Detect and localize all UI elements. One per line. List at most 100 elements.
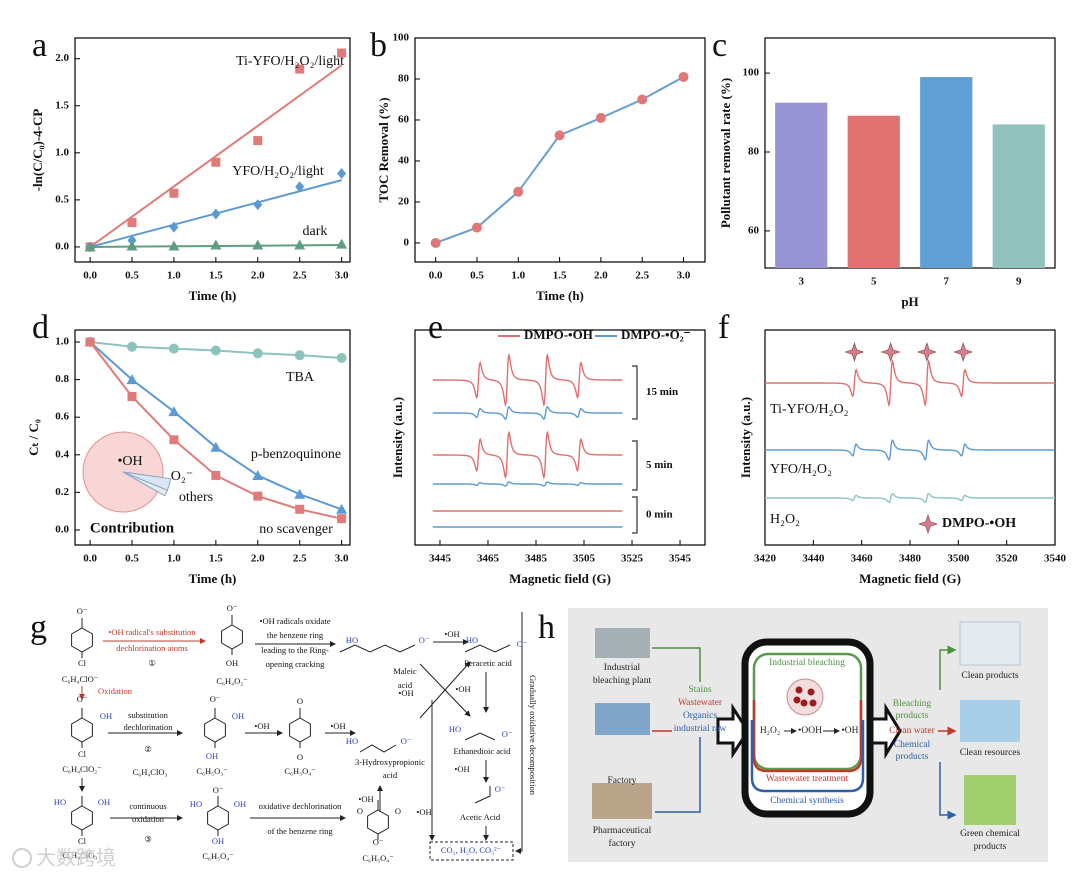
chain bbox=[359, 744, 397, 753]
scheme-text: HO bbox=[466, 635, 478, 645]
scheme-text: dechlorination atoms bbox=[116, 643, 188, 653]
y-tick-label: 20 bbox=[398, 195, 410, 207]
group-label: 0 min bbox=[646, 509, 673, 521]
panel-label: g bbox=[30, 609, 47, 646]
scheme-text: OH bbox=[234, 799, 246, 809]
series-label: H₂O₂ bbox=[770, 512, 800, 527]
x-tick-label: 3.0 bbox=[335, 270, 349, 282]
scheme-text: O⁻ bbox=[419, 635, 430, 645]
scheme-text: HO bbox=[190, 799, 202, 809]
panel-label: b bbox=[370, 27, 387, 64]
scheme-text: of the benzene ring bbox=[267, 826, 333, 836]
x-tick-label: 9 bbox=[1016, 276, 1022, 288]
panel-label: h bbox=[538, 609, 555, 646]
marker bbox=[168, 343, 179, 354]
process-text: factory bbox=[609, 838, 636, 849]
y-tick-label: 80 bbox=[748, 146, 760, 158]
panel-label: f bbox=[718, 309, 730, 346]
scheme-text: continuous bbox=[129, 801, 166, 811]
series-label: YFO/H₂O₂/light bbox=[232, 164, 324, 179]
y-axis-label: Pollutant removal rate (%) bbox=[718, 78, 733, 228]
scheme-text: O⁻ bbox=[502, 729, 513, 739]
bar bbox=[992, 124, 1045, 268]
scheme-text: Oxidation bbox=[98, 686, 133, 696]
group-label: 5 min bbox=[646, 459, 673, 471]
marker bbox=[127, 217, 137, 227]
legend-label: DMPO-•OH bbox=[524, 327, 593, 342]
plot-frame bbox=[414, 329, 706, 546]
marker bbox=[210, 239, 222, 250]
scheme-text: Acetic Acid bbox=[460, 812, 501, 822]
synth-loop bbox=[750, 720, 865, 793]
flow-line bbox=[655, 737, 701, 813]
scheme-text: C₆H₅O₃⁻ bbox=[196, 766, 228, 776]
marker bbox=[678, 71, 689, 82]
panel-label: d bbox=[32, 309, 49, 346]
y-tick-label: 1.0 bbox=[55, 336, 69, 348]
plot-frame bbox=[74, 37, 351, 263]
y-tick-label: 60 bbox=[748, 224, 760, 236]
x-tick-label: 3525 bbox=[621, 553, 644, 565]
x-tick-label: 1.0 bbox=[167, 270, 181, 282]
pie-label: •OH bbox=[117, 454, 142, 469]
marker bbox=[211, 208, 221, 220]
process-text: Industrial bbox=[604, 663, 641, 673]
products-image bbox=[959, 621, 1021, 666]
series-label: dark bbox=[303, 224, 328, 239]
process-text: Wastewater bbox=[678, 698, 723, 708]
scheme-text: OH bbox=[98, 797, 110, 807]
scheme-text: oxidation bbox=[132, 814, 165, 824]
x-tick-label: 3460 bbox=[851, 553, 874, 565]
x-tick-label: 0.0 bbox=[83, 270, 97, 282]
marker bbox=[127, 392, 137, 402]
flow-line bbox=[652, 647, 701, 682]
x-tick-label: 2.0 bbox=[251, 270, 265, 282]
marker bbox=[513, 186, 524, 197]
atom bbox=[795, 686, 803, 694]
atom bbox=[809, 699, 817, 707]
scheme-text: dechlorination bbox=[123, 722, 173, 732]
series-label: YFO/H₂O₂ bbox=[770, 462, 832, 477]
marker bbox=[85, 337, 95, 347]
process-text: Stains bbox=[688, 685, 712, 695]
marker bbox=[637, 94, 648, 105]
process-text: Industrial bleaching bbox=[769, 658, 845, 668]
scheme-text: the benzene ring bbox=[267, 630, 324, 640]
process-text: Clean water bbox=[889, 726, 935, 736]
series-label: TBA bbox=[286, 370, 315, 385]
legend-label: DMPO-•O₂⁻ bbox=[621, 327, 691, 342]
scheme-text: O⁻ bbox=[373, 837, 384, 847]
marker bbox=[430, 237, 441, 248]
scheme-text: OH bbox=[232, 711, 244, 721]
big-arrow bbox=[870, 702, 902, 760]
plot-frame bbox=[764, 37, 1056, 269]
scheme-text: acid bbox=[398, 680, 413, 690]
scheme-text: •OH radicals oxidate bbox=[260, 616, 331, 626]
x-tick-label: 3485 bbox=[525, 553, 548, 565]
spectrum-trace bbox=[432, 481, 623, 487]
product-box bbox=[429, 841, 514, 861]
scheme-text: CO₂, H₂O, CO₃²⁻ bbox=[441, 845, 502, 855]
panel-label: a bbox=[32, 27, 47, 64]
marker bbox=[337, 168, 347, 180]
x-tick-label: 1.5 bbox=[209, 553, 223, 565]
process-text: Chemical bbox=[894, 740, 931, 750]
scheme-text: •OH bbox=[330, 721, 345, 731]
marker bbox=[252, 348, 263, 359]
marker bbox=[595, 112, 606, 123]
y-tick-label: 0.4 bbox=[55, 448, 69, 460]
scheme-text: O⁻ bbox=[213, 785, 224, 795]
process-text: Chemical synthesis bbox=[770, 796, 844, 806]
scheme-text: •OH bbox=[455, 684, 470, 694]
arrow bbox=[515, 612, 523, 854]
scheme-text: O⁻ bbox=[495, 784, 506, 794]
marker bbox=[169, 188, 179, 198]
x-tick-label: 3440 bbox=[802, 553, 825, 565]
scheme-text: C₆H₅O₄⁻ bbox=[202, 851, 234, 861]
y-tick-label: 0.2 bbox=[55, 486, 69, 498]
pie-label: O₂⁻ bbox=[171, 469, 193, 484]
x-tick-label: 2.0 bbox=[251, 553, 265, 565]
chain bbox=[339, 644, 416, 653]
scheme-text: O⁻ bbox=[77, 694, 88, 704]
spectrum-trace bbox=[432, 430, 623, 480]
